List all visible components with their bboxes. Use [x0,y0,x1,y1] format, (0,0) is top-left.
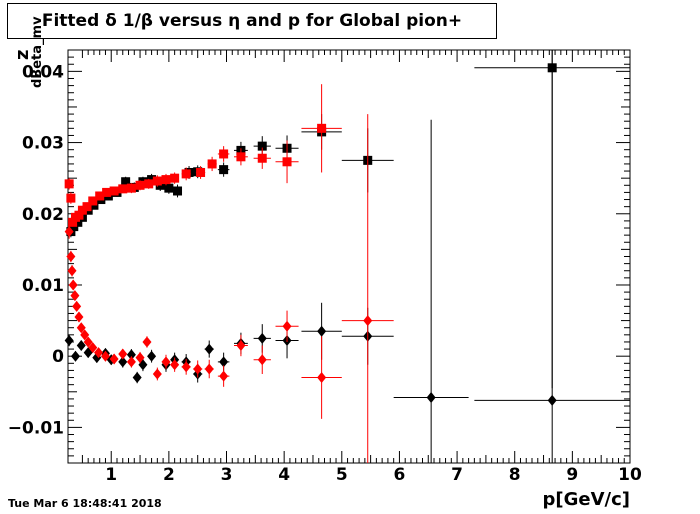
x-tick-label: 6 [394,465,406,485]
x-tick-label: 3 [221,465,233,485]
data-point-diamond [66,251,76,262]
x-tick-label: 1 [105,465,117,485]
data-point-square [68,217,78,227]
data-point-square [173,186,183,196]
x-axis-label: p[GeV/c] [542,489,631,510]
data-point-diamond [64,226,74,238]
data-point-square [152,176,162,186]
x-tick-label: 9 [566,465,578,485]
x-tick-label: 2 [163,465,175,485]
data-point-square [121,177,131,187]
data-point-diamond [142,336,152,348]
data-point-square [181,169,191,179]
data-point-square [73,217,83,227]
data-point-diamond [126,349,136,361]
x-tick-label: 7 [451,465,463,485]
data-point-diamond [74,311,84,323]
data-point-square [74,210,84,220]
data-point-square [144,179,154,189]
y-tick-label: 0.04 [22,62,64,82]
data-point-square [118,184,128,194]
y-tick-label: 0.02 [22,205,64,225]
chart-title: Fitted δ 1/β versus η and p for Global p… [41,11,463,31]
data-point-square [219,149,229,159]
y-tick-label: 0.01 [22,276,64,296]
data-point-diamond [204,343,214,355]
plot-frame [67,49,631,464]
data-point-diamond [70,290,80,302]
data-point-diamond [118,348,128,360]
data-point-square [126,183,136,193]
data-point-square [219,165,229,175]
data-point-square [88,196,98,206]
data-point-square [317,123,327,133]
data-point-square [207,159,217,169]
data-point-diamond [181,361,191,373]
data-point-diamond [67,265,77,277]
data-point-square [135,180,145,190]
data-point-diamond [100,350,110,362]
x-tick-label: 8 [509,465,521,485]
data-point-diamond [135,352,145,364]
data-point-diamond [547,394,557,406]
data-point-diamond [109,353,119,365]
data-point-diamond [257,354,267,366]
data-point-diamond [170,359,180,371]
data-point-diamond [118,356,128,368]
data-point-square [282,157,292,167]
data-point-diamond [132,372,142,384]
data-point-square [109,186,119,196]
data-point-square [257,141,267,151]
data-point-diamond [72,300,82,312]
data-point-diamond [76,322,86,334]
data-point-diamond [219,370,229,382]
data-point-diamond [68,279,78,291]
data-point-diamond [161,356,171,368]
data-point-square [95,191,105,201]
data-point-square [164,183,174,193]
data-point-diamond [317,325,327,337]
data-point-diamond [152,368,162,380]
data-point-diamond [76,340,86,352]
data-point-diamond [88,342,98,354]
data-point-square [161,175,171,185]
data-point-square [236,152,246,162]
datestamp: Tue Mar 6 18:48:41 2018 [8,497,162,510]
data-point-diamond [257,332,267,344]
x-tick-label: 5 [336,465,348,485]
data-point-diamond [282,320,292,332]
data-point-square [196,167,206,177]
y-tick-label: −0.01 [8,418,64,438]
title-box: Fitted δ 1/β versus η and p for Global p… [7,3,497,39]
data-point-diamond [363,315,373,327]
data-point-diamond [83,336,93,348]
data-point-diamond [204,363,214,375]
data-point-square [257,153,267,163]
data-point-diamond [64,335,74,347]
data-point-diamond [426,391,436,403]
data-point-diamond [94,347,104,359]
data-point-diamond [126,356,136,368]
data-point-square [77,205,87,215]
y-tick-label: 0.03 [22,134,64,154]
data-point-diamond [236,340,246,352]
data-point-diamond [80,329,90,341]
data-point-diamond [317,372,327,384]
data-point-diamond [70,350,80,362]
data-point-diamond [147,350,157,362]
data-point-diamond [219,356,229,368]
y-tick-label: 0 [52,347,64,367]
data-point-square [64,179,74,189]
y-axis-label-subscript: dBeta_mv [30,16,45,88]
data-point-square [102,187,112,197]
data-point-diamond [193,363,203,375]
data-point-square [66,193,76,203]
data-point-square [170,173,180,183]
x-tick-label: 10 [618,465,642,485]
x-tick-label: 4 [278,465,290,485]
data-point-square [82,202,92,212]
